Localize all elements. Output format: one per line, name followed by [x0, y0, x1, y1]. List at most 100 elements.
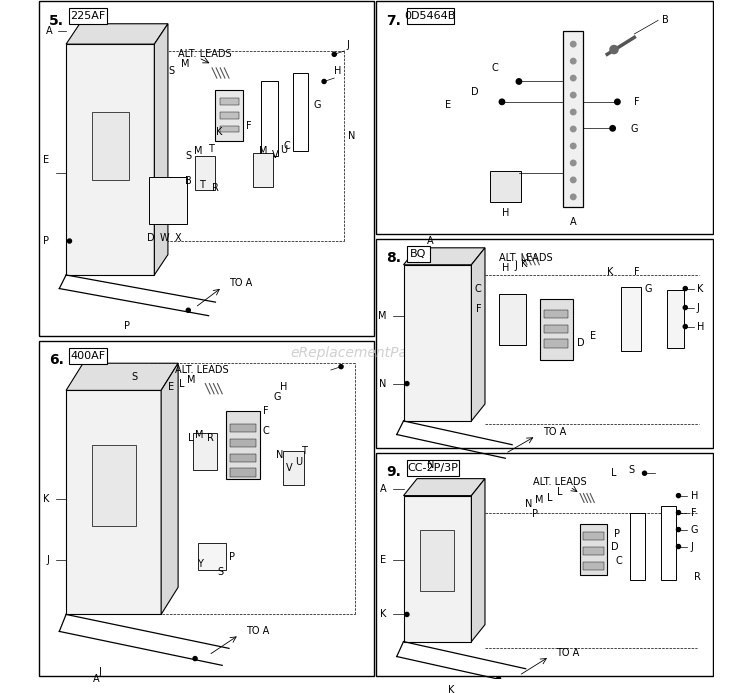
- Bar: [630, 513, 645, 581]
- Text: eReplacementParts.com: eReplacementParts.com: [290, 346, 460, 360]
- Bar: [220, 98, 239, 105]
- Bar: [220, 125, 239, 132]
- Text: L: L: [188, 433, 194, 443]
- Circle shape: [186, 308, 190, 313]
- Text: A: A: [380, 484, 386, 494]
- Text: 225AF: 225AF: [70, 11, 106, 21]
- Text: C: C: [475, 283, 482, 294]
- Text: ALT. LEADS: ALT. LEADS: [175, 365, 229, 375]
- Circle shape: [571, 76, 576, 81]
- Text: 5.: 5.: [49, 14, 64, 28]
- Text: 6.: 6.: [49, 353, 64, 367]
- Text: ALT. LEADS: ALT. LEADS: [499, 253, 553, 263]
- Text: 8.: 8.: [386, 251, 401, 265]
- Polygon shape: [66, 24, 168, 44]
- Text: J: J: [98, 667, 101, 677]
- Text: K: K: [216, 128, 222, 137]
- Text: P: P: [229, 552, 235, 562]
- Bar: [376, 1, 713, 234]
- Text: H: H: [280, 382, 287, 392]
- Bar: [376, 239, 713, 448]
- Bar: [584, 547, 604, 555]
- Circle shape: [571, 58, 576, 64]
- Bar: [230, 468, 256, 477]
- Text: S: S: [185, 151, 191, 161]
- Text: L: L: [178, 378, 184, 389]
- Text: B: B: [185, 176, 192, 186]
- Text: E: E: [590, 331, 596, 341]
- Circle shape: [615, 99, 620, 105]
- Text: BQ: BQ: [410, 249, 427, 259]
- Text: H: H: [502, 207, 509, 218]
- Text: T: T: [301, 446, 307, 457]
- Bar: [92, 445, 136, 526]
- Bar: [92, 112, 129, 180]
- Bar: [621, 287, 641, 351]
- Text: E: E: [445, 100, 451, 110]
- Bar: [563, 30, 584, 207]
- Text: C: C: [615, 556, 622, 566]
- Text: W: W: [160, 233, 170, 243]
- Circle shape: [500, 99, 505, 105]
- Text: U: U: [296, 457, 302, 466]
- Text: Y: Y: [197, 559, 202, 568]
- Polygon shape: [66, 390, 161, 615]
- Text: ALT. LEADS: ALT. LEADS: [178, 49, 232, 60]
- Text: B: B: [662, 15, 668, 26]
- Text: J: J: [691, 541, 694, 552]
- Text: P: P: [43, 236, 49, 246]
- Text: M: M: [378, 310, 386, 321]
- Text: M: M: [194, 146, 202, 157]
- Text: S: S: [168, 67, 175, 76]
- Text: ALT. LEADS: ALT. LEADS: [532, 477, 586, 487]
- Circle shape: [571, 143, 576, 149]
- Text: C: C: [263, 426, 270, 436]
- Text: G: G: [631, 124, 638, 134]
- Circle shape: [571, 177, 576, 183]
- Circle shape: [683, 286, 687, 290]
- Text: J: J: [514, 261, 517, 271]
- Text: G: G: [644, 283, 652, 294]
- Text: M: M: [535, 495, 544, 505]
- Text: M: M: [181, 60, 189, 69]
- Text: K: K: [380, 609, 386, 620]
- Bar: [667, 290, 683, 348]
- Text: H: H: [502, 263, 509, 273]
- Bar: [376, 453, 713, 676]
- Text: F: F: [263, 406, 268, 416]
- Circle shape: [405, 382, 409, 385]
- Text: TO A: TO A: [229, 278, 252, 288]
- Polygon shape: [161, 363, 178, 615]
- Text: N: N: [276, 450, 284, 460]
- Text: E: E: [43, 155, 49, 164]
- Text: R: R: [206, 433, 214, 443]
- Bar: [70, 348, 106, 364]
- Bar: [544, 324, 568, 333]
- Circle shape: [571, 42, 576, 47]
- Text: A: A: [570, 217, 577, 227]
- Text: M: M: [188, 375, 196, 385]
- Text: TO A: TO A: [246, 626, 269, 636]
- Text: R: R: [694, 572, 701, 582]
- Bar: [149, 177, 187, 224]
- Circle shape: [496, 677, 500, 681]
- Text: E: E: [168, 382, 175, 392]
- Bar: [407, 8, 454, 24]
- Text: S: S: [628, 466, 634, 475]
- Polygon shape: [66, 363, 178, 390]
- Bar: [199, 543, 226, 570]
- Text: F: F: [246, 121, 252, 130]
- Text: F: F: [476, 304, 482, 314]
- Text: N: N: [526, 500, 532, 509]
- Circle shape: [405, 613, 409, 617]
- Text: H: H: [691, 491, 698, 500]
- Text: 400AF: 400AF: [70, 351, 106, 361]
- Text: F: F: [634, 267, 640, 277]
- Text: K: K: [448, 685, 454, 693]
- Text: T: T: [199, 180, 205, 191]
- Text: M: M: [259, 146, 267, 157]
- Bar: [195, 156, 215, 190]
- Circle shape: [322, 80, 326, 84]
- Circle shape: [339, 365, 343, 369]
- Circle shape: [571, 126, 576, 132]
